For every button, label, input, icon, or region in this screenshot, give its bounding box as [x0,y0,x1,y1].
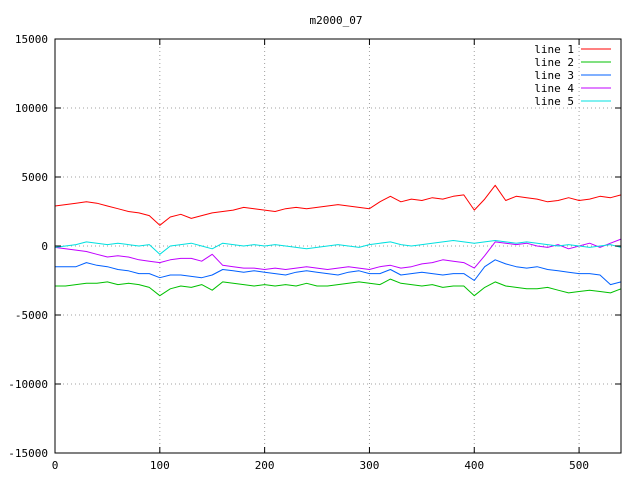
legend-label-1: line 1 [534,43,574,56]
y-tick-label: 10000 [15,102,48,115]
series-line-5 [54,240,622,255]
y-tick-label: 15000 [15,33,48,46]
x-tick-label: 300 [360,459,380,472]
legend-label-2: line 2 [534,56,574,69]
legend-label-4: line 4 [534,82,574,95]
legend-label-3: line 3 [534,69,574,82]
series-line-3 [55,259,622,286]
axis-ticks: 0 100 200 300 400 500 -15000 -10000 -5000 0 5000 10… [8,33,621,472]
y-tick-label: -15000 [8,447,48,460]
chart-title: m2000_07 [310,14,363,27]
grid [55,39,621,453]
x-tick-label: 200 [255,459,275,472]
series-line-1 [54,184,622,226]
y-tick-label: -5000 [15,309,48,322]
y-tick-label: 5000 [22,171,49,184]
series-line-4 [54,238,622,270]
legend-label-5: line 5 [534,95,574,108]
series-line-2 [55,278,622,297]
series-lines [54,184,622,297]
x-tick-label: 100 [150,459,170,472]
x-tick-label: 400 [464,459,484,472]
x-tick-label: 0 [52,459,59,472]
y-tick-label: 0 [41,240,48,253]
y-tick-label: -10000 [8,378,48,391]
x-tick-label: 500 [569,459,589,472]
